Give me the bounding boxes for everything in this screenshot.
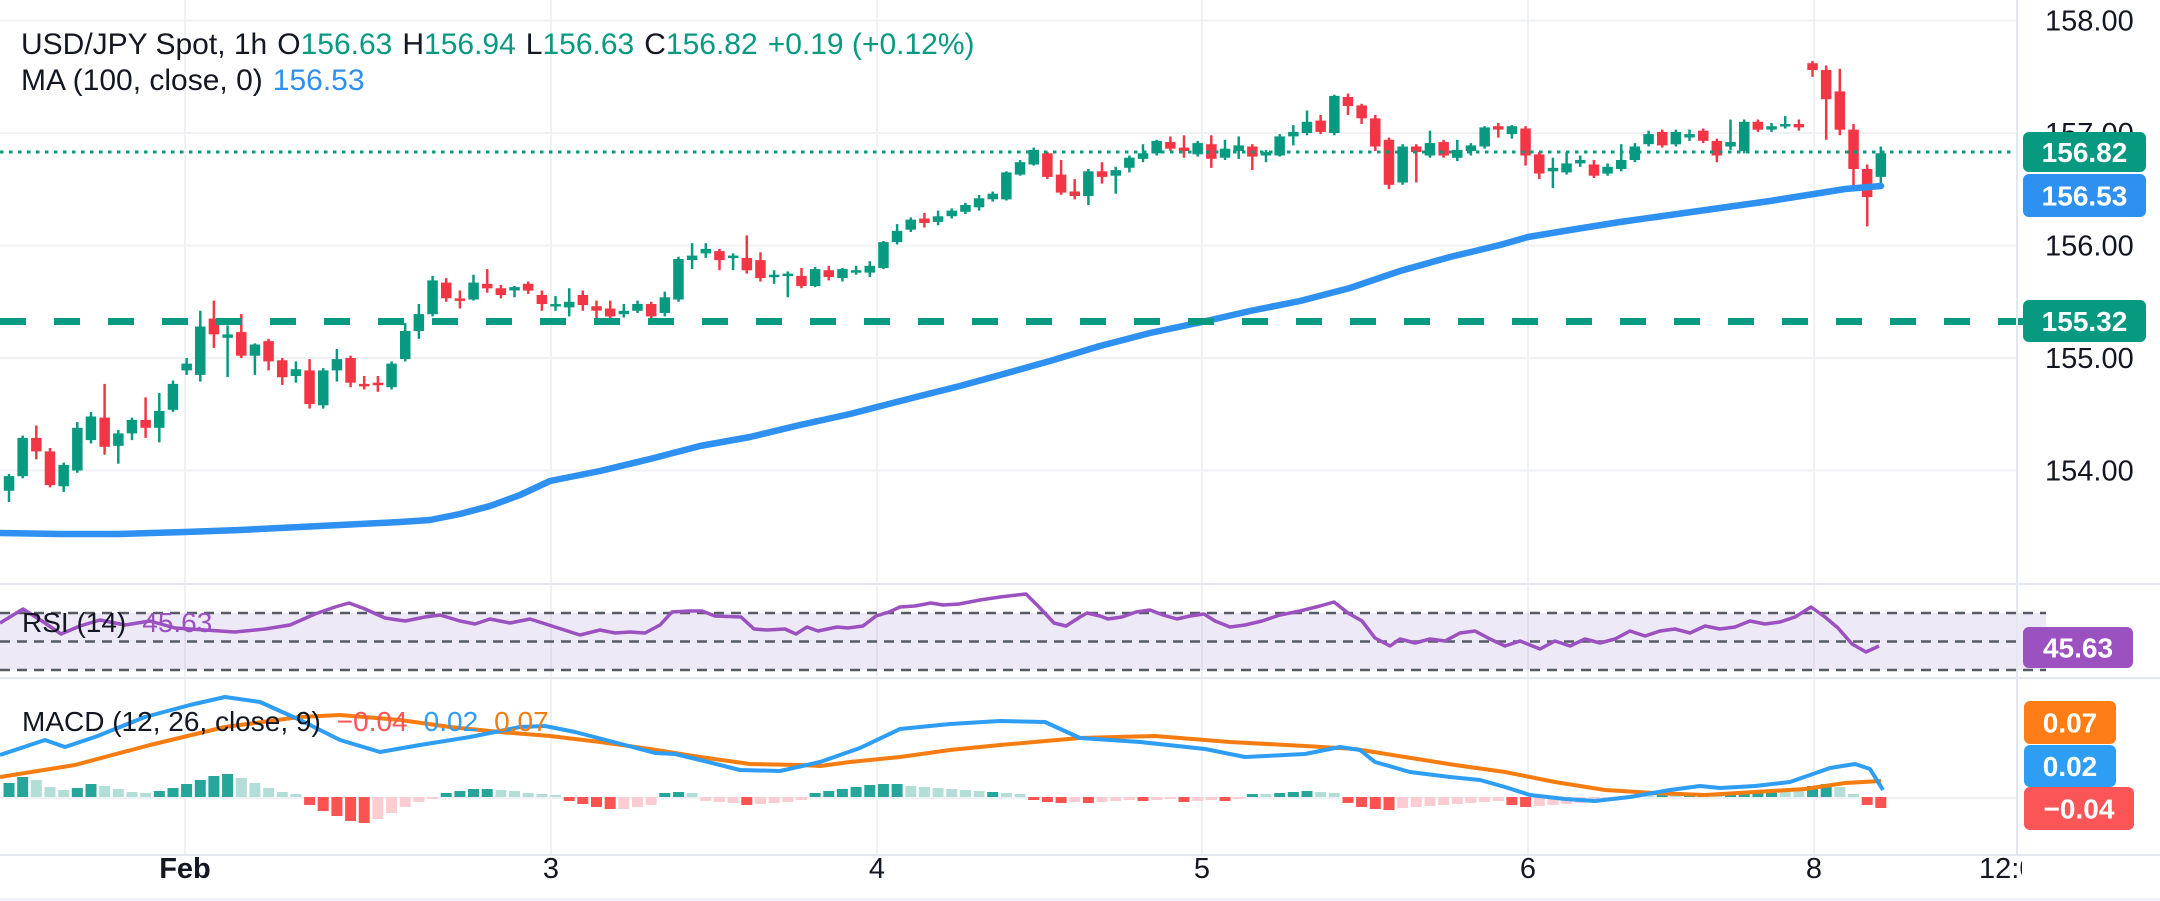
svg-text:3: 3: [543, 853, 559, 885]
svg-text:155.00: 155.00: [2045, 343, 2134, 375]
svg-text:156.82: 156.82: [2042, 137, 2128, 168]
svg-text:6: 6: [1520, 853, 1536, 885]
svg-text:MACD (12, 26, close, 9)−0.040.: MACD (12, 26, close, 9) −0.04 0.02 0.07: [22, 706, 549, 737]
svg-text:158.00: 158.00: [2045, 6, 2134, 38]
svg-text:4: 4: [869, 853, 885, 885]
svg-text:0.07: 0.07: [2043, 708, 2098, 739]
svg-text:156.53: 156.53: [2042, 181, 2128, 212]
svg-text:8: 8: [1806, 853, 1822, 885]
svg-text:154.00: 154.00: [2045, 456, 2134, 488]
svg-text:45.63: 45.63: [2043, 633, 2113, 664]
svg-text:Feb: Feb: [159, 853, 211, 885]
svg-text:155.32: 155.32: [2042, 306, 2128, 337]
svg-text:156.00: 156.00: [2045, 231, 2134, 263]
svg-text:5: 5: [1194, 853, 1210, 885]
svg-text:12:00: 12:00: [1979, 853, 2052, 885]
svg-text:RSI (14)45.63: RSI (14) 45.63: [22, 607, 212, 638]
svg-text:0.02: 0.02: [2043, 751, 2098, 782]
svg-text:MA (100, close, 0)156.53: MA (100, close, 0) 156.53: [21, 64, 365, 97]
svg-text:−0.04: −0.04: [2044, 794, 2115, 825]
